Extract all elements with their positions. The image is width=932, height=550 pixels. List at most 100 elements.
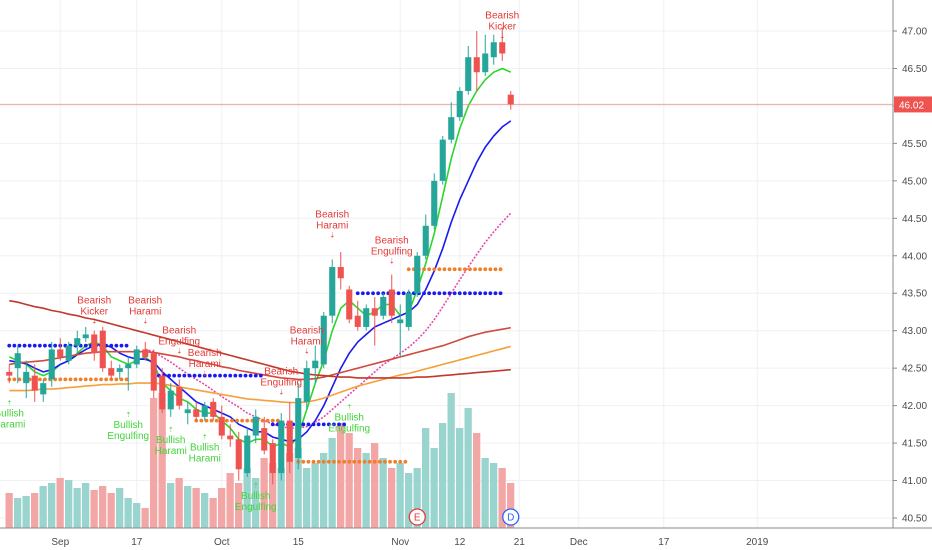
volume-bar [388,468,396,528]
candle-body [167,390,174,410]
level-dot [235,418,239,423]
x-tick-label: 2019 [746,537,769,548]
candles [6,27,514,485]
volume-bar [345,433,353,528]
volume-bar [31,493,39,528]
level-dot [230,418,234,423]
level-dot [478,291,483,296]
moving-averages [8,67,512,448]
pattern-arrow-icon: ⇡ [202,433,208,441]
candle-body [465,57,472,91]
event-marker-d[interactable] [502,508,520,526]
candle-body [57,349,64,357]
level-dot [427,267,432,272]
level-dot [371,291,375,296]
volume-bar [481,458,489,528]
pattern-arrow-icon: ⇣ [304,347,310,355]
pattern-label-line1: Bullish [0,409,24,420]
volume-bar [507,483,515,528]
level-dot [240,418,245,423]
level-dot [498,291,503,296]
level-dot [316,459,321,464]
pattern-labels: BearishKicker⇣BearishHarami⇣BearishEngul… [0,11,519,513]
level-dot [192,373,197,378]
volume-bar [456,428,464,528]
candle-body [65,345,72,361]
level-dot [468,267,472,272]
candle-body [371,308,378,316]
pattern-label-line1: Bearish [264,367,298,378]
level-dot [94,377,98,382]
candle-body [40,383,47,395]
pattern-label-line2: Engulfing [328,423,370,434]
level-dot [124,377,129,382]
level-dot [12,343,17,348]
pattern-arrow-icon: ⇣ [329,231,335,239]
level-dot [48,343,52,348]
level-dot [427,291,432,296]
level-dot [114,343,119,348]
candle-body [133,349,140,365]
level-dot [68,377,73,382]
candle-body [244,435,251,474]
volume-bar [337,423,345,528]
level-dot [493,291,498,296]
volume-bar [269,463,277,528]
volume-bar [5,493,13,528]
candle-body [482,53,489,73]
level-dot [37,377,42,382]
volume-bar [405,473,413,528]
volume-bar [277,468,285,528]
candle-body [499,42,506,54]
candle-body [295,398,302,459]
level-dot [245,418,250,423]
level-dot [119,377,124,382]
level-dot [306,422,311,427]
x-tick-label: 21 [514,537,526,548]
level-dot [37,343,42,348]
pattern-arrow-icon: ⇣ [202,370,208,378]
level-dot [124,343,129,348]
pattern-arrow-icon: ⇣ [499,33,505,41]
level-dot [53,343,58,348]
level-dot [316,422,321,427]
ma-line-5 [9,299,511,379]
volume-bar [158,393,166,528]
level-dot [73,377,78,382]
pattern-label-line2: Kicker [488,22,516,33]
level-dot [403,459,408,464]
volume-bar [107,493,115,528]
volume-bar [260,458,268,528]
pattern-label-line1: Bullish [114,420,143,431]
event-marker-label: E [414,513,421,524]
volume-bar [447,393,455,528]
level-dot [422,267,426,272]
pattern-label-line2: Harami [316,220,348,231]
candle-body [286,420,293,462]
x-tick-label: Sep [51,537,69,548]
candle-body [337,267,344,279]
level-dot [367,459,372,464]
level-dot [493,267,498,272]
y-tick-label: 42.50 [902,364,927,375]
event-marker-e[interactable] [408,508,426,526]
candle-body [184,409,191,414]
candle-body [142,349,149,357]
candle-body [439,139,446,181]
pattern-arrow-icon: ⇣ [91,317,97,325]
pattern-arrow-icon: ⇡ [346,403,352,411]
level-dot [398,459,403,464]
level-dot [457,291,462,296]
level-dot [362,459,367,464]
volume-bar [150,398,158,528]
volume-bar [235,483,243,528]
level-dot [83,343,88,348]
level-dot [7,343,12,348]
level-dot [437,291,442,296]
level-dot [447,267,452,272]
pattern-label-line2: Engulfing [235,502,277,513]
level-dot [27,343,32,348]
